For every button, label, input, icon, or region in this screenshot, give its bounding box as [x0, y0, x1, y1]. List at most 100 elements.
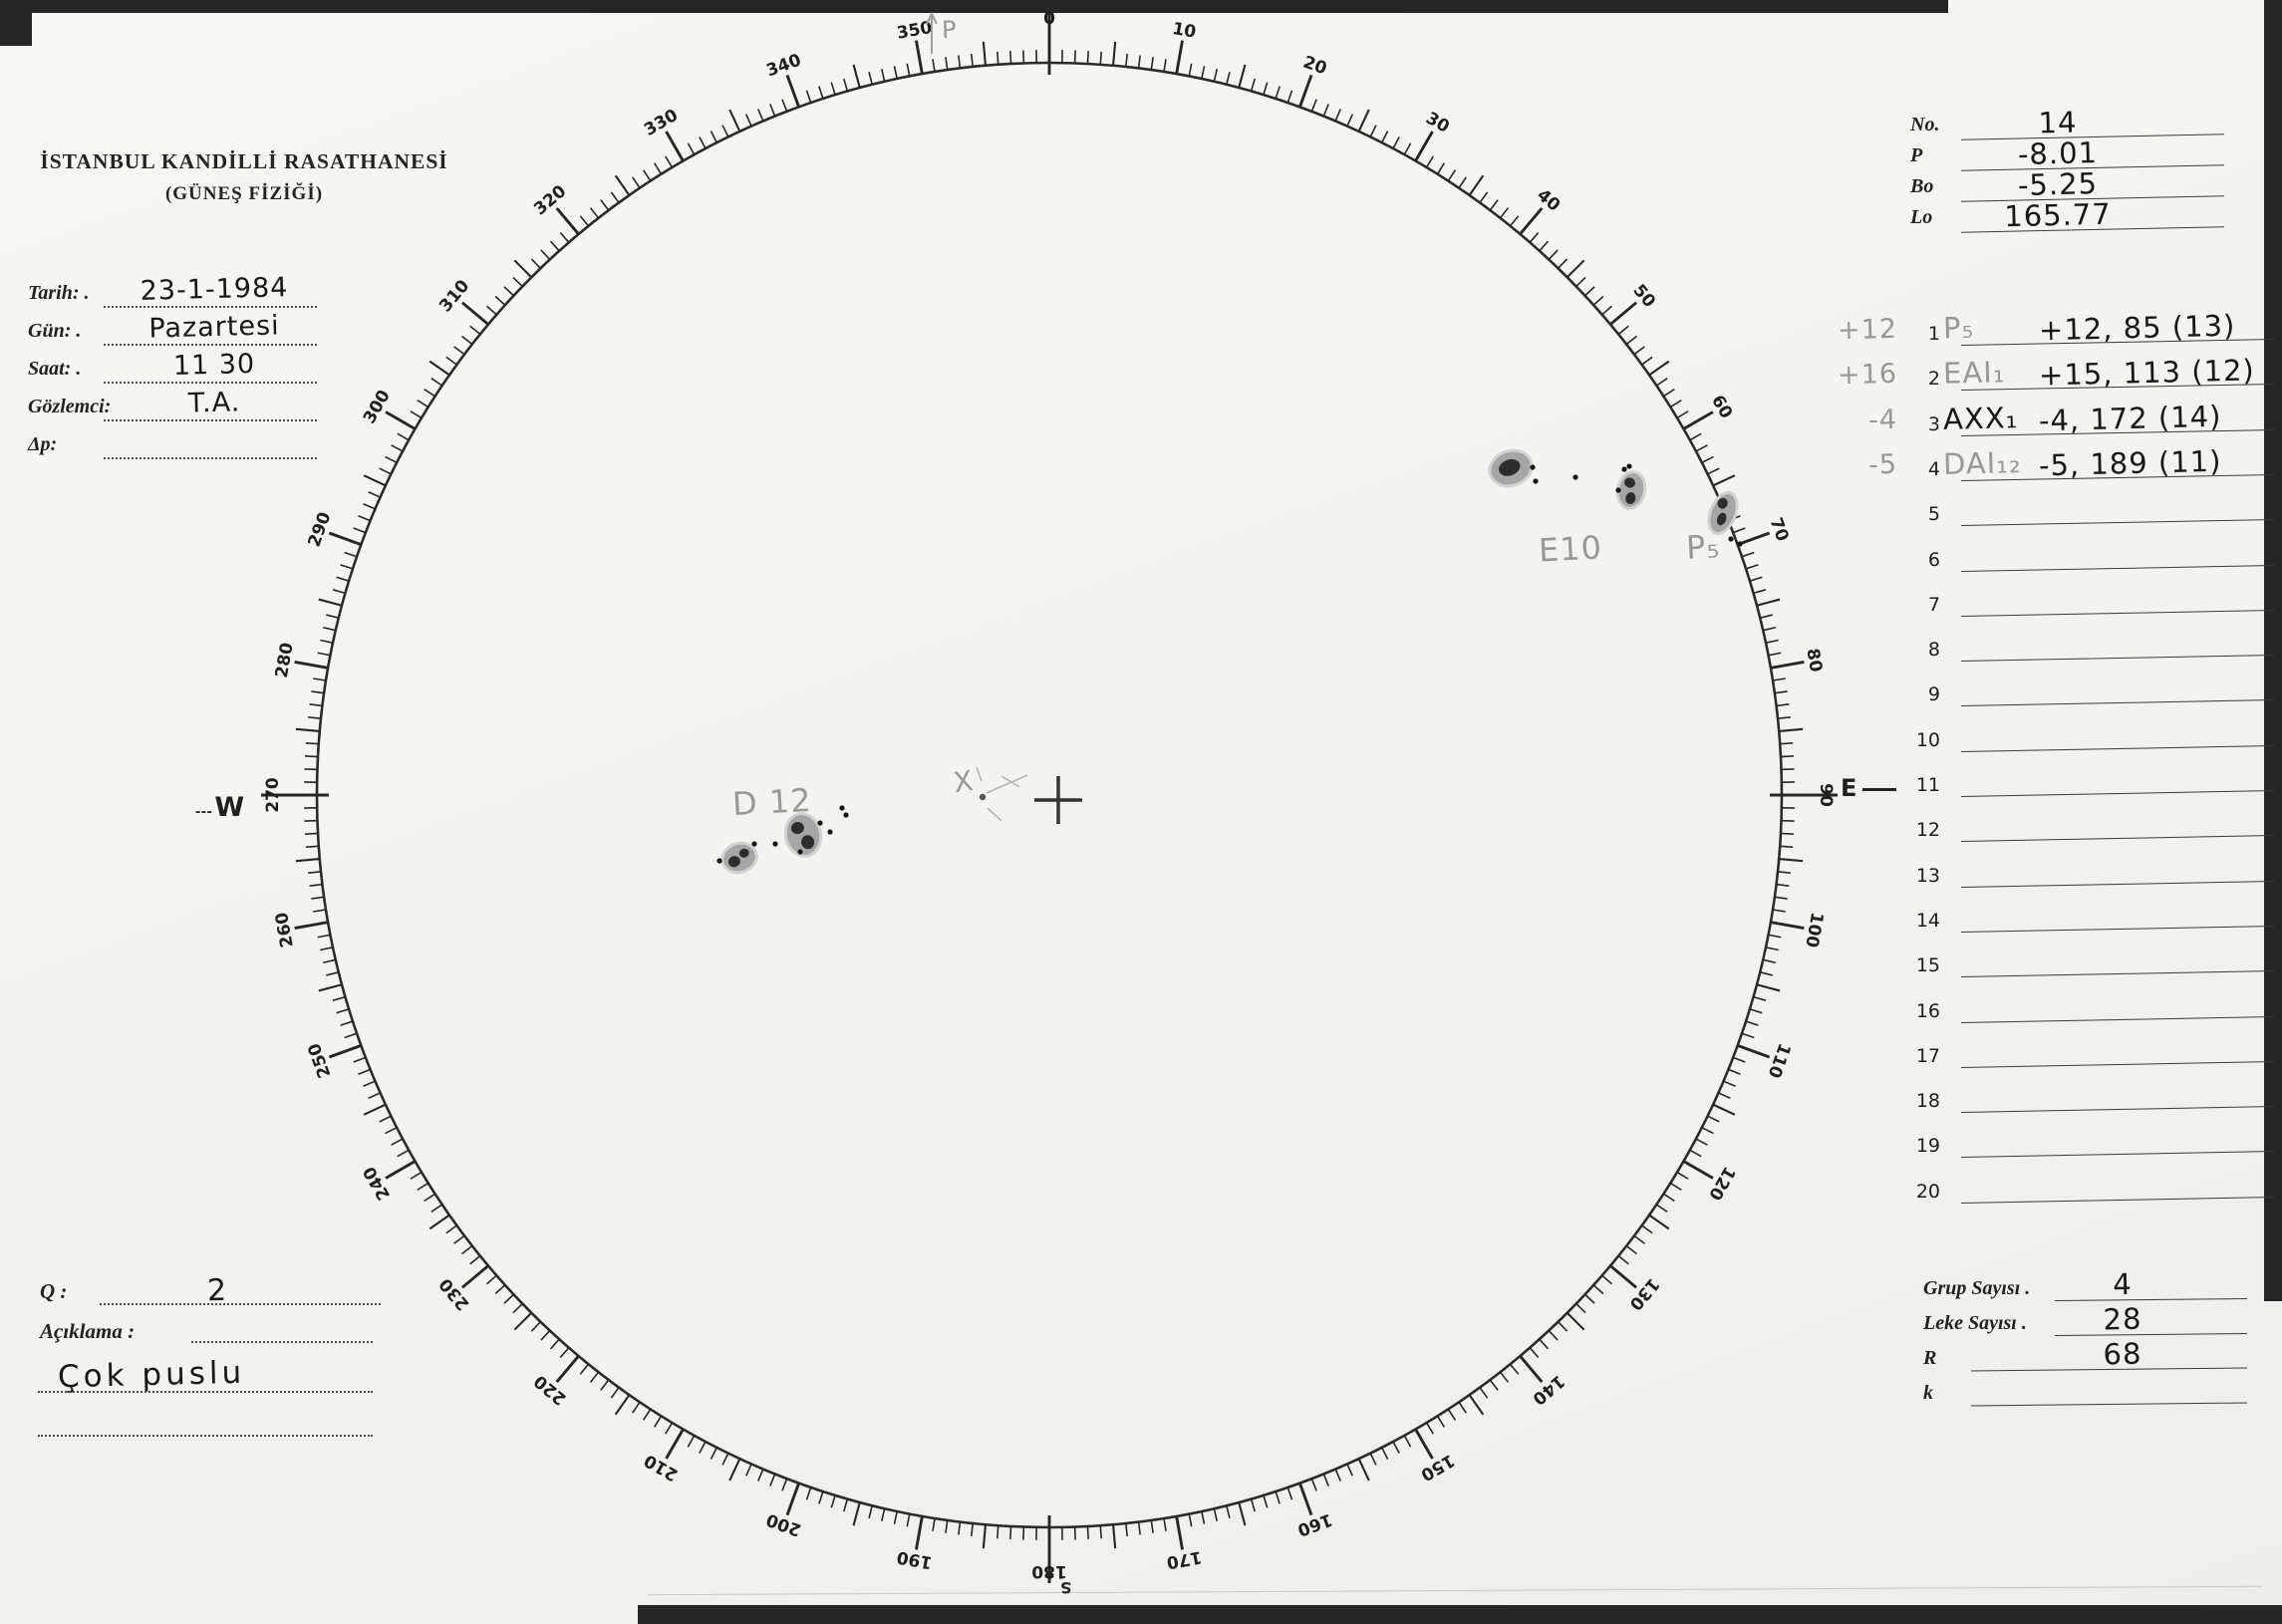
dial-degree-label: 10: [1171, 19, 1198, 43]
north-pencil-label: P: [941, 15, 958, 45]
dial-degree-label: 70: [1766, 515, 1793, 544]
dial-tick: [945, 57, 949, 71]
dial-degree-label: 130: [1625, 1274, 1663, 1314]
dial-tick: [1286, 90, 1293, 104]
dial-tick: [340, 564, 354, 570]
dial-tick: [1780, 845, 1794, 848]
dial-tick: [830, 82, 836, 96]
dial-tick: [294, 661, 329, 670]
dial-tick: [1392, 1441, 1400, 1454]
dial-tick: [379, 467, 392, 475]
sunspot-pore-dot: [751, 841, 757, 847]
dial-tick: [1609, 301, 1638, 326]
dial-tick: [1447, 1408, 1457, 1421]
dial-tick: [756, 109, 764, 122]
dial-tick: [363, 474, 387, 487]
dial-tick: [915, 1515, 924, 1550]
sunspot-group-pencil-label: P₅: [1685, 527, 1722, 567]
dial-tick: [721, 1453, 729, 1466]
q-label: Q :: [40, 1279, 68, 1303]
dial-tick: [1458, 1401, 1467, 1414]
dial-tick: [1086, 1525, 1089, 1540]
dial-tick: [600, 1379, 610, 1391]
dial-degree-label: 210: [641, 1450, 682, 1485]
dial-tick: [818, 86, 824, 100]
dial-tick: [1774, 690, 1788, 694]
dial-tick: [1777, 871, 1791, 874]
dial-tick: [1601, 305, 1613, 316]
dial-tick: [1226, 1504, 1231, 1518]
pencil-stroke: [986, 774, 1028, 794]
dial-tick: [512, 1302, 523, 1314]
dial-tick: [1676, 1171, 1689, 1180]
dial-tick: [1772, 909, 1786, 913]
dial-tick: [1250, 1498, 1256, 1512]
dial-tick: [340, 1020, 354, 1026]
dial-tick: [494, 295, 506, 306]
dial-tick: [1655, 1204, 1668, 1213]
dial-tick: [1403, 142, 1412, 155]
dial-tick: [1701, 1126, 1714, 1135]
dial-tick: [1519, 1355, 1544, 1384]
dial-tick: [1392, 136, 1400, 149]
group-row-latitude-pencil: -4: [1867, 404, 1898, 436]
dial-tick: [1519, 206, 1544, 235]
dial-tick: [632, 1401, 641, 1414]
dial-tick: [1617, 1254, 1629, 1265]
dial-tick: [971, 1522, 974, 1536]
dial-tick: [665, 155, 674, 168]
dial-tick: [1468, 1394, 1485, 1416]
solar-disk-rim: [315, 61, 1784, 1529]
dial-tick: [1529, 1347, 1540, 1359]
dial-tick: [469, 1254, 481, 1265]
dial-tick: [614, 1394, 631, 1416]
dial-degree-label: 280: [272, 641, 298, 679]
group-row-number: 13: [1915, 864, 1940, 887]
obs-field-line: [104, 382, 317, 384]
sunspot-pore-dot: [1621, 466, 1627, 472]
ephemeris-label: P: [1910, 144, 1923, 166]
obs-field-line: [104, 457, 317, 459]
dial-tick: [932, 1517, 936, 1531]
dial-degree-label: 200: [763, 1508, 803, 1539]
dial-tick: [385, 1126, 398, 1135]
dial-tick: [385, 455, 398, 464]
dial-tick: [614, 174, 631, 196]
dial-tick: [1641, 1224, 1653, 1234]
dial-tick: [1695, 1138, 1708, 1146]
dial-tick: [344, 551, 358, 558]
dial-tick: [1776, 883, 1790, 887]
group-row-number: 14: [1915, 909, 1940, 932]
sunspot-pore-dot: [1615, 487, 1621, 493]
obs-field-label: Gözlemci:: [28, 396, 112, 417]
dial-tick: [852, 1501, 861, 1526]
dial-tick: [1125, 1522, 1128, 1536]
dial-degree-label: 140: [1529, 1371, 1569, 1409]
dial-tick: [1346, 114, 1353, 127]
east-dash: [1862, 788, 1896, 791]
dial-tick: [1298, 74, 1313, 108]
dial-tick: [1468, 174, 1485, 196]
sunspot-umbra: [790, 821, 804, 835]
dial-tick: [1689, 1149, 1702, 1158]
observatory-header: İSTANBUL KANDİLLİ RASATHANESİ (GÜNEŞ FİZ…: [10, 149, 478, 205]
dial-tick: [318, 598, 343, 607]
dial-tick: [653, 1415, 663, 1428]
dial-tick: [311, 896, 325, 900]
group-row-number: 18: [1915, 1090, 1940, 1113]
dial-tick: [1749, 1008, 1763, 1014]
dial-tick: [485, 1274, 497, 1285]
dial-tick: [304, 755, 319, 758]
dial-degree-label: 50: [1628, 281, 1659, 312]
dial-tick: [295, 727, 320, 732]
dial-tick: [600, 199, 610, 211]
dial-tick: [1633, 346, 1645, 356]
dial-tick: [653, 162, 663, 175]
sunspot-pore-dot: [839, 805, 845, 811]
dial-tick: [1489, 1379, 1499, 1391]
dial-tick: [328, 1044, 362, 1059]
sunspot-umbra: [1499, 458, 1521, 476]
dial-tick: [945, 1519, 949, 1533]
sunspot-pore-dot: [843, 812, 849, 818]
dial-tick: [1625, 335, 1637, 346]
